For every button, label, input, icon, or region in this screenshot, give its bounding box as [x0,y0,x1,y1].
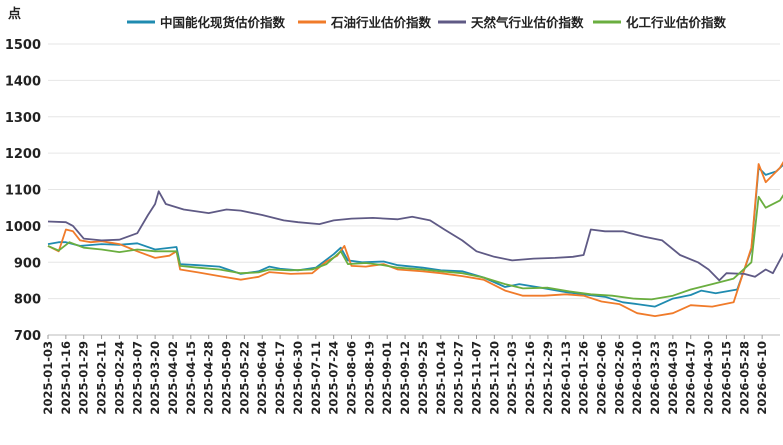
x-tick-label: 2026-02-06 [594,341,608,415]
x-tick-label: 2025-09-25 [416,341,430,415]
x-tick-label: 2025-07-11 [309,341,323,415]
y-tick-label: 1500 [5,38,41,53]
x-tick-label: 2026-04-30 [702,341,716,415]
y-tick-label: 1200 [5,147,41,162]
legend-label: 化工行业估价指数 [626,15,727,30]
x-tick-label: 2025-12-29 [541,341,555,415]
gridlines [48,43,780,336]
x-tick-label: 2025-04-15 [184,341,198,415]
x-tick-label: 2025-05-22 [237,341,251,415]
x-tick-label: 2025-01-03 [41,341,55,415]
x-tick-label: 2025-05-09 [220,341,234,415]
x-tick-label: 2025-06-30 [291,341,305,415]
x-tick-label: 2025-12-16 [523,341,537,415]
x-tick-label: 2025-07-24 [327,341,341,415]
x-tick-label: 2025-08-19 [362,341,376,415]
series-line [47,163,783,308]
y-tick-label: 1400 [5,74,41,89]
x-tick-label: 2026-03-23 [648,341,662,415]
x-tick-label: 2026-05-28 [737,341,751,415]
x-tick-label: 2026-03-10 [630,341,644,415]
x-tick-label: 2025-12-03 [505,341,519,415]
x-tick-label: 2025-02-24 [112,341,126,415]
x-tick-label: 2025-04-02 [166,341,180,415]
x-tick-label: 2025-08-06 [345,341,359,415]
x-tick-label: 2025-04-28 [202,341,216,415]
y-tick-label: 900 [14,256,41,271]
x-tick-label: 2025-03-20 [148,341,162,415]
x-tick-label: 2026-05-15 [719,341,733,415]
y-tick-label: 800 [14,293,41,308]
series-line [47,160,783,317]
x-tick-label: 2025-02-11 [95,341,109,415]
x-tick-label: 2026-04-17 [684,341,698,415]
x-tick-label: 2026-06-10 [755,341,769,415]
x-tick-label: 2025-10-14 [434,341,448,415]
y-tick-label: 1100 [5,184,41,199]
series-line [47,194,783,301]
x-tick-label: 2025-01-29 [77,341,91,415]
x-tick-label: 2026-01-26 [577,341,591,415]
series-line [47,190,783,282]
x-tick-label: 2025-03-07 [130,341,144,415]
y-tick-label: 700 [14,329,41,344]
x-tick-label: 2025-10-27 [452,341,466,415]
x-tick-label: 2025-11-20 [487,341,501,415]
y-axis-ticks: 700 800 900 1000 1100 1200 1300 1400 1500 [5,38,41,344]
x-tick-label: 2025-01-16 [59,341,73,415]
x-tick-label: 2025-09-12 [398,341,412,415]
x-axis-ticks: 2025-01-03 2025-01-16 2025-01-29 2025-02-11… [41,335,769,415]
x-tick-label: 2025-11-07 [469,341,483,415]
legend-label: 中国能化现货估价指数 [160,15,286,30]
y-axis-unit-label: 点 [8,6,21,22]
x-tick-label: 2025-09-01 [380,341,394,415]
legend-label: 石油行业估价指数 [330,15,432,30]
x-tick-label: 2026-01-13 [559,341,573,415]
series-lines [47,160,783,317]
legend-label: 天然气行业估价指数 [471,15,584,30]
x-tick-label: 2025-06-17 [273,341,287,415]
legend: 中国能化现货估价指数 石油行业估价指数 天然气行业估价指数 化工行业估价指数 [127,15,727,30]
y-tick-label: 1300 [5,111,41,126]
x-tick-label: 2026-04-03 [666,341,680,415]
x-tick-label: 2026-02-26 [612,341,626,415]
y-tick-label: 1000 [5,220,41,235]
x-tick-label: 2025-06-04 [255,341,269,415]
